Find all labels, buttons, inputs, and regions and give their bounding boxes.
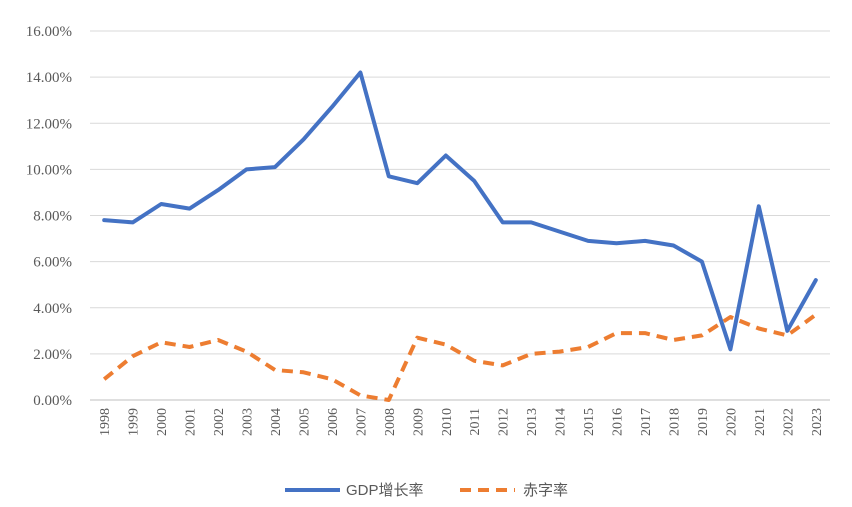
x-tick-label: 2022 (781, 408, 796, 436)
x-tick-label: 2006 (326, 408, 341, 436)
x-tick-label: 2017 (639, 408, 654, 436)
x-tick-label: 2009 (411, 408, 426, 436)
x-tick-label: 2013 (525, 408, 540, 436)
y-tick-label: 0.00% (33, 393, 72, 409)
y-tick-label: 2.00% (33, 347, 72, 363)
x-tick-label: 2012 (497, 408, 512, 436)
x-tick-label: 2015 (582, 408, 597, 436)
x-tick-label: 2019 (696, 408, 711, 436)
x-tick-label: 2005 (297, 408, 312, 436)
x-tick-label: 2001 (184, 408, 199, 436)
x-tick-label: 2011 (468, 408, 483, 435)
legend-label: 赤字率 (523, 482, 568, 499)
x-tick-label: 2002 (212, 408, 227, 436)
series-lines (102, 70, 818, 402)
y-tick-label: 4.00% (33, 301, 72, 317)
y-tick-label: 14.00% (26, 70, 72, 86)
x-tick-label: 1999 (127, 408, 142, 436)
series-line-deficit-rate (102, 313, 817, 402)
x-tick-label: 2020 (724, 408, 739, 436)
y-tick-label: 12.00% (26, 116, 72, 132)
x-tick-label: 2018 (667, 408, 682, 436)
series-line-gdp-growth (102, 70, 818, 352)
x-tick-label: 2021 (753, 408, 768, 436)
x-tick-label: 2023 (810, 408, 825, 436)
y-tick-label: 16.00% (26, 24, 72, 40)
y-tick-label: 6.00% (33, 255, 72, 271)
x-tick-label: 2008 (383, 408, 398, 436)
x-tick-label: 2003 (241, 408, 256, 436)
y-axis-tick-labels: 0.00% 2.00% 4.00% 6.00% 8.00% 10.00% 12.00% 14.… (26, 24, 72, 409)
x-axis-tick-labels: 1998 1999 2000 2001 2002 2003 2004 2005 2006 2007… (98, 408, 825, 436)
x-tick-label: 2014 (554, 408, 569, 436)
x-tick-label: 2016 (611, 408, 626, 436)
x-tick-label: 2000 (155, 408, 170, 436)
x-tick-label: 1998 (98, 408, 113, 436)
legend: GDP增长率 赤字率 (285, 482, 568, 499)
x-tick-label: 2007 (354, 408, 369, 436)
x-tick-label: 2004 (269, 408, 284, 436)
y-tick-label: 10.00% (26, 162, 72, 178)
x-tick-label: 2010 (440, 408, 455, 436)
y-tick-label: 8.00% (33, 209, 72, 225)
legend-label: GDP增长率 (346, 482, 424, 499)
